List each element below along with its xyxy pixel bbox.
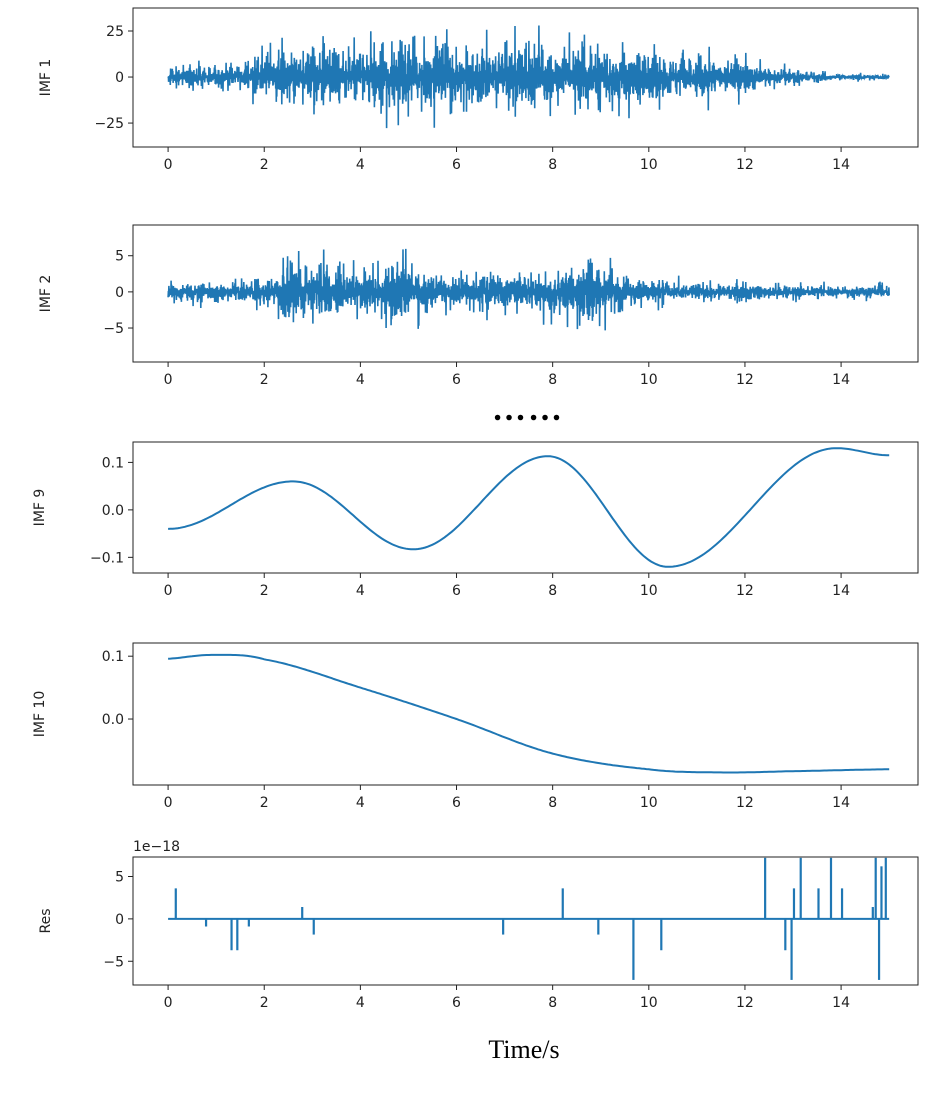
y-axis-label: IMF 9 [32,489,48,527]
x-tick-label: 14 [832,372,850,388]
y-tick-label: 5 [115,869,124,885]
plot-frame [132,856,919,986]
x-tick-label: 0 [164,372,173,388]
x-tick-label: 8 [548,583,557,599]
plot-frame [132,642,919,786]
signal-line [167,248,890,331]
x-tick-label: 12 [736,995,754,1011]
x-tick-label: 12 [736,372,754,388]
y-tick-label: 0.0 [102,712,124,728]
panel-imf-10: 0 2 4 6 8 10 12 14 0.1 0.0 IMF 10 [32,642,919,811]
x-tick-label: 4 [356,583,365,599]
x-tick-label: 12 [736,583,754,599]
x-tick-label: 0 [164,795,173,811]
x-tick-label: 2 [260,372,269,388]
x-tick-label: 0 [164,157,173,173]
x-tick-label: 10 [640,795,658,811]
y-tick-label: 5 [115,249,124,265]
y-tick-label: 0.1 [102,649,124,665]
x-tick-label: 4 [356,157,365,173]
x-tick-label: 4 [356,795,365,811]
x-tick-label: 6 [452,583,461,599]
y-tick-label: −25 [94,116,124,132]
y-tick-label: −5 [103,954,124,970]
signal-line [168,447,890,568]
x-tick-label: 6 [452,372,461,388]
x-tick-label: 14 [832,995,850,1011]
panel-imf-1: 0 2 4 6 8 10 12 14 25 0 −25 IMF 1 [38,7,919,173]
y-tick-label: 0 [115,285,124,301]
x-tick-label: 4 [356,995,365,1011]
x-tick-label: 2 [260,583,269,599]
y-tick-label: 0 [115,70,124,86]
panel-imf-2: 0 2 4 6 8 10 12 14 5 0 −5 IMF 2 [38,224,919,388]
y-axis-label: IMF 2 [38,275,54,313]
x-tick-label: 14 [832,583,850,599]
x-tick-label: 2 [260,995,269,1011]
x-tick-label: 12 [736,795,754,811]
panel-imf-9: 0 2 4 6 8 10 12 14 0.1 0.0 −0.1 IMF 9 [32,441,919,599]
x-tick-label: 10 [640,372,658,388]
x-tick-label: 10 [640,583,658,599]
x-tick-label: 0 [164,583,173,599]
signal-line [168,653,890,774]
x-tick-label: 10 [640,157,658,173]
x-tick-label: 2 [260,157,269,173]
offset-text: 1e−18 [133,839,180,855]
y-tick-label: −0.1 [90,550,124,566]
x-tick-label: 12 [736,157,754,173]
x-tick-label: 14 [832,795,850,811]
x-tick-label: 4 [356,372,365,388]
y-tick-label: 0.1 [102,455,124,471]
x-tick-label: 6 [452,157,461,173]
panel-separator-ellipsis: …… [492,391,564,428]
x-tick-label: 0 [164,995,173,1011]
x-tick-label: 8 [548,372,557,388]
panel-res: 0 2 4 6 8 10 12 14 5 0 −5 Res 1e−18 [38,839,919,1011]
y-axis-label: IMF 10 [32,691,48,738]
y-tick-label: 0 [115,912,124,928]
x-tick-label: 8 [548,157,557,173]
x-tick-label: 14 [832,157,850,173]
plot-frame [132,224,919,363]
x-tick-label: 6 [452,995,461,1011]
x-tick-label: 2 [260,795,269,811]
x-tick-label: 10 [640,995,658,1011]
x-axis-label: Time/s [488,1035,559,1064]
x-tick-label: 8 [548,795,557,811]
y-axis-label: IMF 1 [38,59,54,97]
y-axis-label: Res [38,908,54,933]
y-tick-label: −5 [103,321,124,337]
y-tick-label: 25 [106,24,124,40]
x-tick-label: 8 [548,995,557,1011]
y-tick-label: 0.0 [102,503,124,519]
signal-line [167,25,890,129]
x-tick-label: 6 [452,795,461,811]
plot-frame [132,441,919,574]
